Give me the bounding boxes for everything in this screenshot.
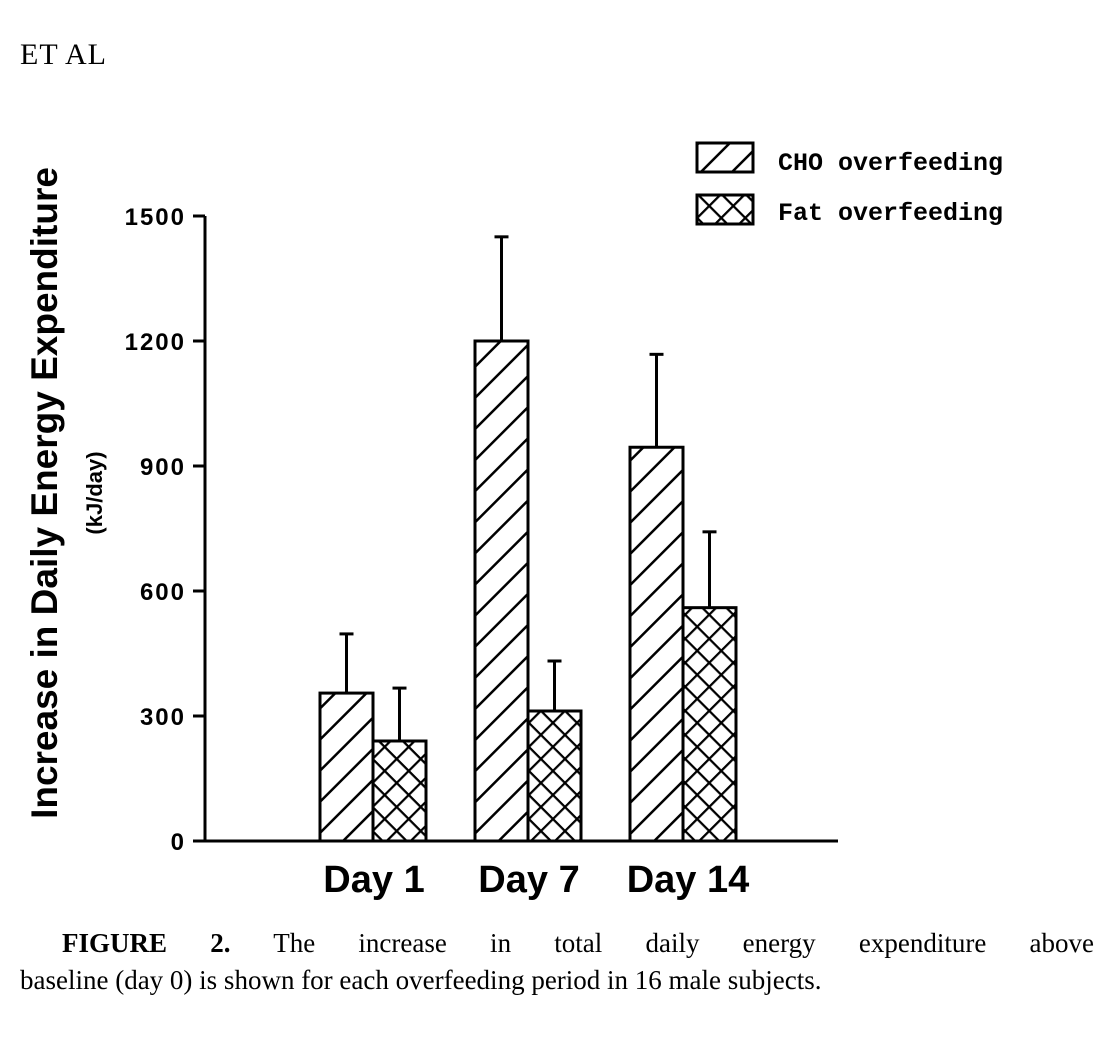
caption-line-2: baseline (day 0) is shown for each overf… [20,965,822,995]
page-header: ET AL [20,38,107,71]
y-axis-units: (kJ/day) [82,451,107,534]
bar-chart: Increase in Daily Energy Expenditure (kJ… [24,141,1003,901]
bar-fat [526,709,583,843]
bar-fat [681,606,738,843]
bars [318,235,738,843]
x-tick-labels: Day 1 Day 7 Day 14 [323,859,749,901]
bar-cho [473,339,530,843]
y-tick-label: 0 [171,829,186,856]
bar-cho [628,445,685,843]
x-tick-label: Day 1 [323,859,424,901]
figure-caption: FIGURE 2. The increase in total daily en… [20,925,1094,999]
x-tick-label: Day 7 [478,859,579,901]
legend-label-fat: Fat overfeeding [778,199,1003,228]
legend: CHO overfeeding Fat overfeeding [695,141,1003,228]
legend-label-cho: CHO overfeeding [778,149,1003,178]
y-tick-label: 1200 [125,329,186,356]
y-tick-label: 1500 [125,204,186,231]
y-ticks: 0 300 600 900 1200 1500 [125,204,205,856]
bar-cho [318,691,375,843]
caption-label: FIGURE 2. [62,928,231,958]
legend-swatch-cho [695,141,755,174]
legend-swatch-fat [695,193,755,226]
x-tick-label: Day 14 [627,859,750,901]
y-tick-label: 900 [140,454,186,481]
y-tick-label: 300 [140,704,186,731]
y-tick-label: 600 [140,579,186,606]
caption-text-1: The increase in total daily energy expen… [273,928,1094,958]
y-axis-label: Increase in Daily Energy Expenditure [24,167,65,819]
caption-line-1: FIGURE 2. The increase in total daily en… [20,925,1094,962]
bar-fat [371,739,428,843]
legend-item-fat: Fat overfeeding [695,193,1003,228]
legend-item-cho: CHO overfeeding [695,141,1003,178]
